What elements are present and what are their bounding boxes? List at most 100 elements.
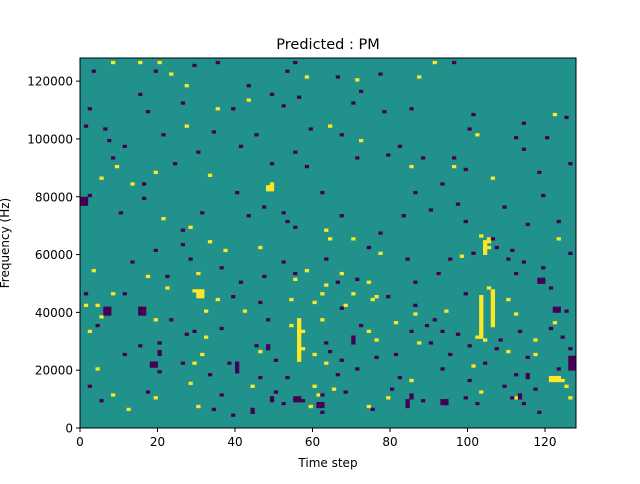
heatmap-cell-low [281,260,286,264]
heatmap-cell-high [556,375,561,383]
heatmap-cell-high [374,338,379,342]
heatmap-cell-low [463,292,468,296]
heatmap-cell-low [107,306,112,316]
heatmap-cell-low [111,156,116,160]
heatmap-cell-low [235,370,240,374]
heatmap-cell-low [351,101,356,105]
heatmap-cell-high [83,303,89,307]
heatmap-cell-low [413,190,418,195]
heatmap-cell-low [269,162,275,166]
heatmap-cell-low [285,375,290,380]
heatmap-cell-high [95,303,100,307]
heatmap-cell-low [320,190,325,195]
y-tick-label: 20000 [35,364,73,378]
heatmap-cell-low [320,393,325,397]
heatmap-cell-low [514,136,519,140]
heatmap-cell-low [165,274,170,279]
heatmap-cell-high [552,321,558,325]
heatmap-cell-low [514,373,519,377]
heatmap-cell-low [293,271,298,276]
heatmap-cell-low [231,413,236,417]
heatmap-cell-high [370,297,375,302]
heatmap-cell-low [455,332,461,336]
heatmap-cell-high [293,277,298,281]
heatmap-cell-low [281,104,286,108]
heatmap-cell-low [235,190,240,195]
heatmap-cell-low [568,347,573,351]
heatmap-cell-high [486,286,492,290]
y-axis-label: Frequency (Hz) [0,198,12,289]
y-tick-label: 100000 [27,132,73,146]
heatmap-cell-low [238,280,244,284]
heatmap-cell-high [324,283,329,287]
heatmap-cell-low [448,257,453,261]
heatmap-cell-low [537,170,542,175]
heatmap-cell-low [494,245,499,250]
heatmap-cell-high [564,384,569,388]
heatmap-cell-high [145,274,151,279]
heatmap-cell-high [490,176,496,180]
heatmap-cell-low [568,355,573,371]
heatmap-cell-low [246,84,251,88]
heatmap-cell-high [486,237,492,244]
heatmap-cell-high [351,292,356,296]
heatmap-cell-low [192,63,197,68]
heatmap-cell-high [207,240,213,244]
heatmap-cell-low [145,390,151,394]
heatmap-cell-low [432,318,437,322]
heatmap-cell-high [355,78,360,82]
heatmap-cell-low [366,245,372,250]
heatmap-cell-high [552,375,558,383]
heatmap-cell-high [250,384,255,388]
heatmap-cell-high [417,75,422,79]
heatmap-cell-low [231,107,236,111]
heatmap-cell-high [490,289,496,328]
heatmap-cell-high [374,295,379,299]
heatmap-cell-low [122,144,127,149]
x-tick-label: 60 [305,435,320,449]
heatmap-cell-low [107,138,112,143]
heatmap-cell-low [397,144,403,149]
heatmap-cell-high [153,318,158,322]
heatmap-cell-low [471,112,476,117]
heatmap-cell-high [126,407,131,412]
heatmap-cell-low [401,214,406,218]
heatmap-cell-low [173,162,178,166]
heatmap-cells [80,58,577,428]
heatmap-cell-low [355,156,360,160]
heatmap-cell-low [308,127,313,131]
heatmap-cell-high [479,234,484,238]
heatmap-cell-high [269,185,275,192]
heatmap-cell-low [316,401,321,409]
heatmap-cell-high [204,309,209,313]
heatmap-cell-low [355,277,360,281]
heatmap-cell-low [273,390,279,394]
heatmap-cell-low [142,306,147,316]
heatmap-cell-low [444,399,449,406]
heatmap-cell-low [541,266,546,270]
heatmap-cell-low [138,306,143,316]
heatmap-cell-low [184,332,189,336]
x-tick-label: 80 [382,435,397,449]
heatmap-cell-low [463,219,468,224]
heatmap-cell-low [421,399,426,403]
heatmap-cell-low [328,349,333,354]
heatmap-cell-low [471,251,476,255]
heatmap-cell-high [486,245,492,250]
heatmap-cell-low [83,292,89,296]
heatmap-cell-high [475,133,480,137]
heatmap-cell-high [111,292,116,296]
heatmap-cell-high [289,323,294,328]
heatmap-cell-high [483,338,488,342]
heatmap-cell-low [269,396,275,403]
heatmap-cell-high [300,329,306,334]
heatmap-cell-low [324,341,329,345]
heatmap-cell-high [413,312,418,316]
heatmap-cell-high [366,329,372,334]
heatmap-cell-high [192,289,197,293]
heatmap-cell-low [188,257,193,261]
heatmap-cell-high [316,393,321,397]
heatmap-cell-low [564,309,569,313]
heatmap-cell-high [196,271,201,276]
x-axis-label: Time step [297,456,357,470]
